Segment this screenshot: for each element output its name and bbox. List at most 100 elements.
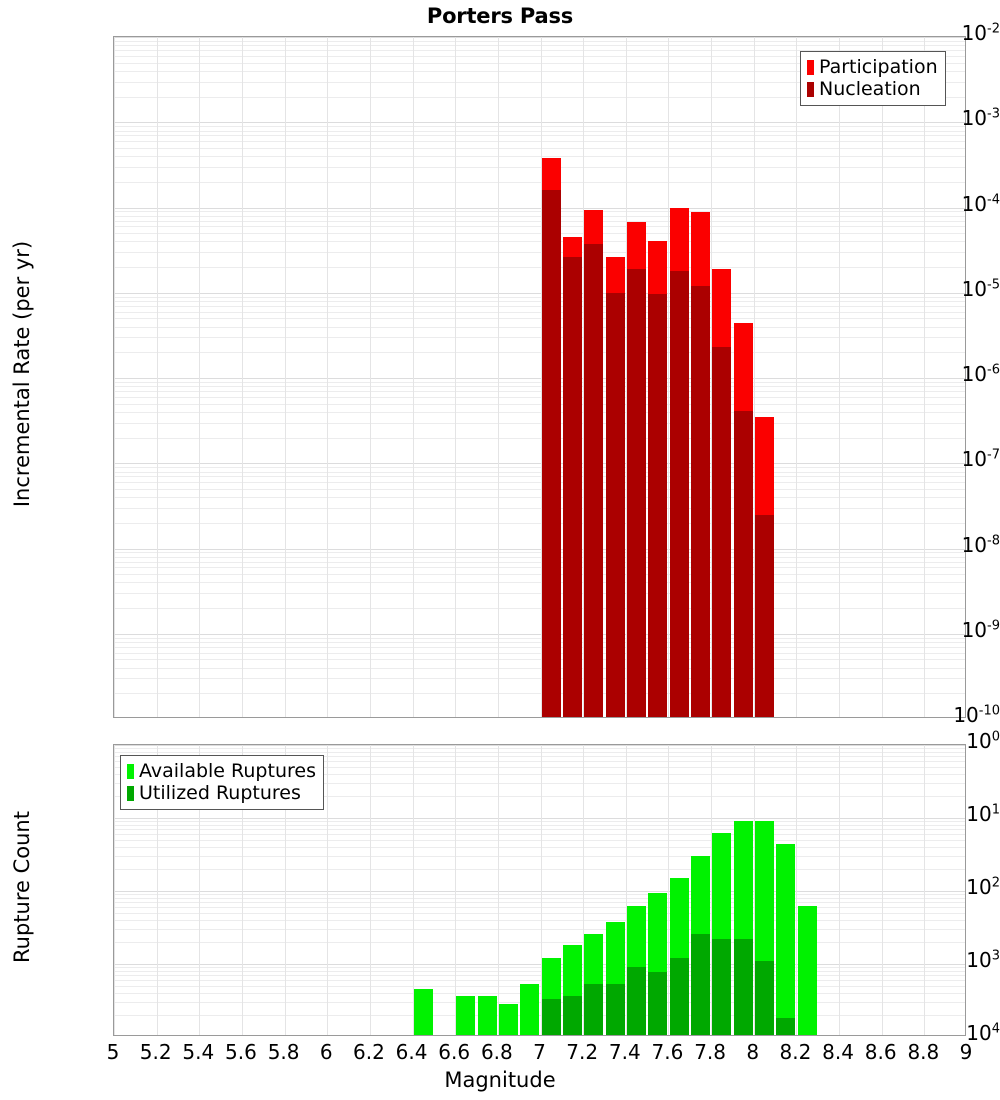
bar-utilized-ruptures [563,996,582,1035]
gridline-vertical [711,37,712,717]
bar-utilized-ruptures [733,939,753,1035]
legend-label-participation: Participation [819,56,938,78]
gridline-vertical [626,745,627,1035]
gridline-horizontal [114,467,965,468]
gridline-horizontal [114,45,965,46]
y-axis-tick-label: 10-5 [961,276,1000,301]
color-swatch-nucleation [807,81,814,97]
x-axis-tick-label: 8.8 [907,1040,940,1064]
bar-utilized-ruptures [627,967,646,1035]
color-swatch-available [127,763,134,779]
gridline-horizontal [114,783,965,784]
x-axis-tick-label: 5.2 [139,1040,172,1064]
gridline-horizontal [114,463,965,464]
x-axis-tick-label: 7.2 [566,1040,599,1064]
gridline-horizontal [114,216,965,217]
bar-available-ruptures [520,983,540,1035]
gridline-horizontal [114,233,965,234]
y-axis-tick-label: 10-2 [961,21,1000,45]
legend-label-available: Available Ruptures [139,760,316,782]
gridline-horizontal [114,378,965,379]
gridline-vertical [327,745,328,1035]
x-axis-tick-label: 8.2 [779,1040,812,1064]
gridline-horizontal [114,647,965,648]
gridline-horizontal [114,1015,965,1016]
gridline-horizontal [114,902,965,903]
gridline-vertical [114,37,115,717]
y-axis-tick-label: 103 [966,948,1000,972]
gridline-horizontal [114,829,965,830]
gridline-vertical [754,37,755,717]
gridline-horizontal [114,221,965,222]
x-axis-tick-label: 9 [959,1040,973,1064]
legend-item-nucleation: Nucleation [807,78,938,100]
gridline-vertical [370,745,371,1035]
gridline-horizontal [114,167,965,168]
bar-nucleation [605,292,625,717]
gridline-horizontal [114,642,965,643]
gridline-horizontal [114,608,965,609]
gridline-vertical [242,37,243,717]
gridline-horizontal [114,898,965,899]
gridline-horizontal [114,386,965,387]
gridline-horizontal [114,438,965,439]
gridline-horizontal [114,907,965,908]
gridline-horizontal [114,567,965,568]
legend-bottom: Available Ruptures Utilized Ruptures [120,755,324,811]
gridline-horizontal [114,122,965,123]
gridline-vertical [583,745,584,1035]
gridline-horizontal [114,659,965,660]
gridline-horizontal [114,337,965,338]
gridline-horizontal [114,391,965,392]
gridline-horizontal [114,301,965,302]
gridline-vertical [924,745,925,1035]
gridline-vertical [157,37,158,717]
bar-group [477,745,497,1035]
bar-group [456,745,476,1035]
x-axis-label: Magnitude [444,1068,556,1092]
gridline-horizontal [114,382,965,383]
bar-group [563,745,582,1035]
bar-group [690,745,710,1035]
gridline-horizontal [114,847,965,848]
gridline-horizontal [114,489,965,490]
gridline-horizontal [114,252,965,253]
bar-nucleation [690,286,710,717]
gridline-vertical [668,745,669,1035]
gridline-horizontal [114,913,965,914]
x-axis-tick-label: 7.4 [608,1040,641,1064]
y-axis-label-top: Incremental Rate (per yr) [10,240,34,508]
bar-nucleation [627,269,646,717]
bar-nucleation [541,190,561,717]
gridline-horizontal [114,825,965,826]
gridline-horizontal [114,891,965,892]
gridline-horizontal [114,634,965,635]
legend-item-utilized-ruptures: Utilized Ruptures [127,782,316,804]
gridline-horizontal [114,412,965,413]
legend-item-participation: Participation [807,56,938,78]
gridline-vertical [114,745,115,1035]
gridline-horizontal [114,63,965,64]
x-axis-tick-label: 6.2 [352,1040,385,1064]
x-axis-tick-label: 5.6 [225,1040,257,1064]
gridline-horizontal [114,37,965,38]
gridline-horizontal [114,582,965,583]
x-axis-tick-label: 7 [533,1040,546,1064]
gridline-horizontal [114,71,965,72]
gridline-vertical [498,37,499,717]
gridline-horizontal [114,508,965,509]
gridline-horizontal [114,840,965,841]
y-axis-tick-label: 10-9 [961,617,1000,642]
gridline-horizontal [114,993,965,994]
gridline-vertical [455,745,456,1035]
x-axis-tick-label: 6.6 [438,1040,471,1064]
bar-group [733,745,753,1035]
gridline-vertical [583,37,584,717]
x-axis-tick-label: 8.4 [822,1040,854,1064]
gridline-vertical [796,745,797,1035]
bar-nucleation [733,411,753,717]
bar-group [584,37,604,717]
bar-utilized-ruptures [541,999,561,1035]
y-axis-tick-label: 10-8 [961,532,1000,557]
gridline-horizontal [114,668,965,669]
